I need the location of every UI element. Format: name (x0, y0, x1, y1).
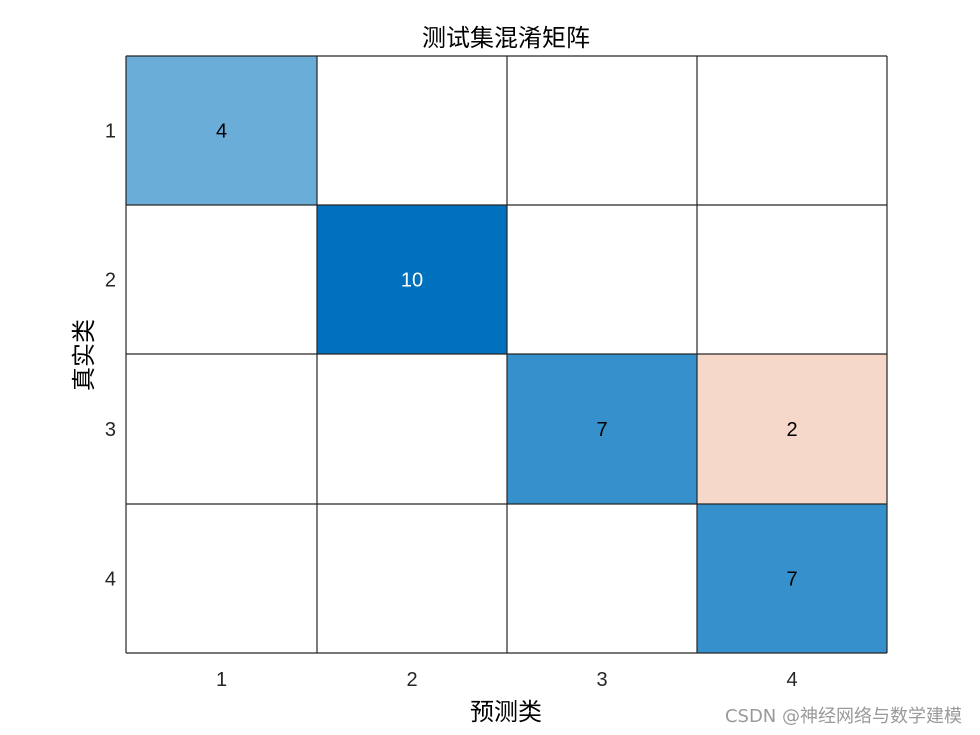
chart-title: 测试集混淆矩阵 (422, 24, 590, 52)
y-axis-label: 真实类 (70, 319, 98, 391)
x-tick-label: 3 (596, 669, 607, 691)
cell-value-r2-c2: 10 (401, 270, 423, 292)
x-tick-label: 1 (216, 669, 227, 691)
cell-values: 4 10 7 2 7 (216, 121, 798, 591)
axis-ticks: 1 2 3 4 1 2 3 4 (105, 121, 798, 692)
x-axis-label: 预测类 (470, 698, 542, 726)
y-tick-label: 1 (105, 121, 116, 143)
cell-value-r3-c3: 7 (596, 419, 607, 441)
y-tick-label: 4 (105, 569, 116, 591)
watermark: CSDN @神经网络与数学建模 (725, 706, 962, 727)
empty-cell (697, 205, 887, 354)
empty-cell (126, 205, 317, 354)
empty-cell (507, 205, 697, 354)
empty-cell (317, 504, 507, 653)
x-tick-label: 4 (786, 669, 797, 691)
y-tick-label: 2 (105, 270, 116, 292)
heatmap-grid (125, 55, 888, 654)
cell-r3-c4 (697, 354, 887, 504)
cell-value-r3-c4: 2 (786, 419, 797, 441)
cell-value-r1-c1: 4 (216, 121, 227, 143)
empty-cell (126, 504, 317, 653)
cell-value-r4-c4: 7 (786, 569, 797, 591)
cell-r4-c4 (697, 504, 887, 653)
empty-cell (126, 354, 317, 504)
empty-cell (507, 56, 697, 205)
empty-cell (317, 56, 507, 205)
heatmap-cells (126, 56, 887, 653)
y-tick-label: 3 (105, 419, 116, 441)
cell-r3-c3 (507, 354, 697, 504)
empty-cell (697, 56, 887, 205)
cell-r1-c1 (126, 56, 317, 205)
cell-r2-c2 (317, 205, 507, 354)
x-tick-label: 2 (406, 669, 417, 691)
empty-cell (317, 354, 507, 504)
empty-cell (507, 504, 697, 653)
